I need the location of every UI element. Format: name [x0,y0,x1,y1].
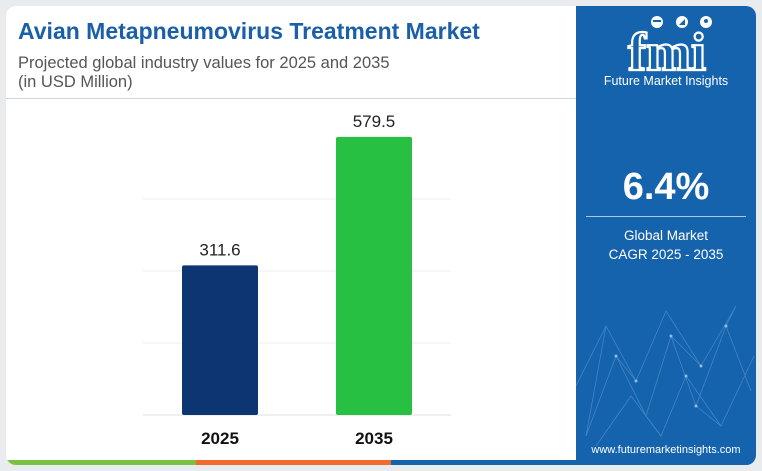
logo-letters: fmi [628,22,706,78]
cagr-value: 6.4% [622,166,710,208]
infographic-card: Avian Metapneumovirus Treatment Market P… [6,6,756,465]
strip-blue [391,460,756,465]
chart-title: Avian Metapneumovirus Treatment Market [18,18,480,44]
network-pattern-graphic [576,305,755,446]
subtitle-line-1: Projected global industry values for 202… [18,54,390,72]
category-label-2035: 2035 [355,429,393,448]
bar-2035 [336,136,412,415]
category-label-2025: 2025 [201,429,239,448]
cagr-label-line-2: CAGR 2025 - 2035 [608,247,724,262]
cagr-label-line-1: Global Market [623,228,709,243]
chart-subtitle: Projected global industry values for 202… [18,54,538,92]
strip-green [6,460,196,465]
brand-name: Future Market Insights [603,74,729,88]
subtitle-line-2: (in USD Million) [18,73,133,91]
cagr-divider [586,216,746,217]
bars: 311.6 2025 579.5 2035 [182,112,412,448]
bar-2025 [182,265,258,415]
strip-orange [196,460,391,465]
bar-value-label-2025: 311.6 [199,240,240,259]
website-link[interactable]: www.futuremarketinsights.com [591,444,741,456]
bar-chart: 311.6 2025 579.5 2035 [143,112,451,448]
header-divider [6,98,576,99]
fmi-logo: fmi [627,16,712,78]
brand-sidebar: fmi Future Market Insights 6.4% Global M… [576,6,756,465]
bottom-color-strip [6,460,756,465]
bar-value-label-2035: 579.5 [353,112,396,131]
